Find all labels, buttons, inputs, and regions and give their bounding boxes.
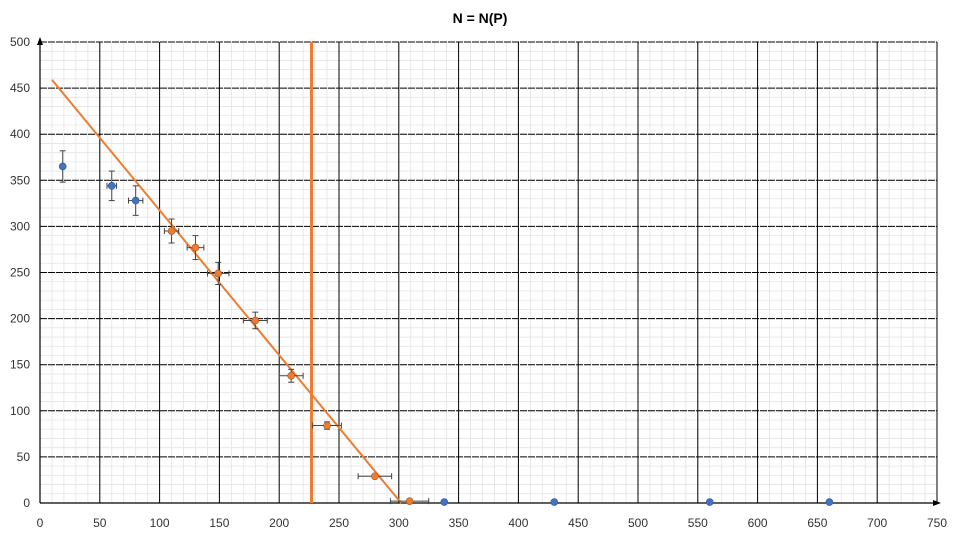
y-tick-label: 200	[10, 312, 30, 326]
data-point-series-1	[825, 498, 834, 506]
x-tick-label: 700	[867, 516, 887, 530]
y-tick-label: 300	[10, 219, 30, 233]
x-tick-label: 250	[329, 516, 349, 530]
y-tick-label: 450	[10, 81, 30, 95]
data-point-series-1	[131, 196, 140, 205]
data-point-series-1	[58, 162, 67, 171]
x-tick-label: 550	[688, 516, 708, 530]
y-tick-label: 400	[10, 127, 30, 141]
data-points	[58, 162, 834, 506]
y-tick-label: 100	[10, 404, 30, 418]
x-tick-labels: 0 50 100 150 200 250 300 350 400 450 500 550 600 650 7…	[37, 516, 948, 530]
y-tick-label: 0	[23, 496, 30, 510]
x-tick-label: 200	[269, 516, 289, 530]
y-tick-label: 150	[10, 358, 30, 372]
x-tick-label: 500	[628, 516, 648, 530]
x-tick-label: 400	[508, 516, 528, 530]
data-point-series-2	[167, 227, 176, 235]
y-tick-label: 50	[17, 450, 31, 464]
data-point-series-1	[550, 498, 559, 506]
data-point-series-2	[287, 371, 295, 380]
x-tick-label: 50	[93, 516, 107, 530]
y-tick-label: 250	[10, 266, 30, 280]
data-point-series-1	[705, 498, 714, 506]
x-tick-label: 300	[389, 516, 409, 530]
fit-line	[51, 79, 402, 504]
axes	[37, 37, 941, 506]
x-axis-arrow	[933, 500, 941, 506]
y-tick-label: 350	[10, 173, 30, 187]
x-tick-label: 0	[37, 516, 44, 530]
data-point-series-2	[251, 316, 260, 325]
x-tick-label: 450	[568, 516, 588, 530]
data-point-series-1	[107, 182, 116, 190]
data-point-series-2	[214, 269, 223, 278]
x-tick-label: 650	[807, 516, 827, 530]
x-tick-label: 750	[927, 516, 947, 530]
y-axis-arrow	[37, 37, 43, 45]
x-tick-label: 150	[209, 516, 229, 530]
y-tick-label: 500	[10, 35, 30, 49]
data-point-series-2	[191, 243, 200, 252]
chart-title: N = N(P)	[452, 10, 508, 26]
x-tick-label: 600	[748, 516, 768, 530]
major-grid	[39, 41, 938, 504]
x-tick-label: 100	[150, 516, 170, 530]
data-point-series-2	[323, 421, 331, 430]
y-tick-labels: 0 50 100 150 200 250 300 350 400 450 500	[10, 35, 30, 510]
x-tick-label: 350	[449, 516, 469, 530]
data-point-series-2	[405, 497, 414, 505]
data-point-series-1	[440, 498, 449, 506]
fit-line-layer	[51, 79, 402, 504]
data-point-series-2	[371, 472, 379, 481]
